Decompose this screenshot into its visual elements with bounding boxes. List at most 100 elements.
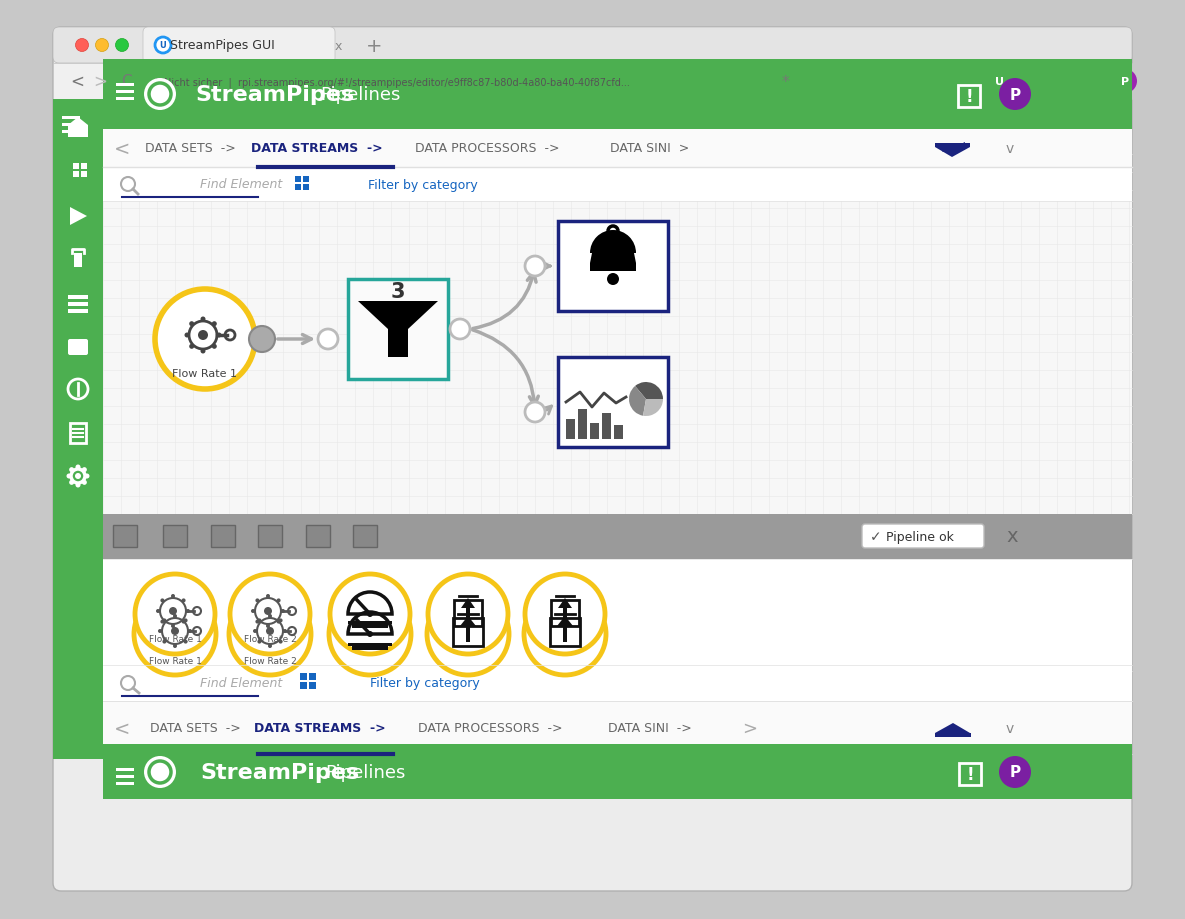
Bar xyxy=(103,701,1132,754)
Text: U: U xyxy=(995,77,1005,87)
Bar xyxy=(957,85,980,108)
Bar xyxy=(113,526,137,548)
Bar xyxy=(103,515,1132,560)
Bar xyxy=(211,526,235,548)
Bar xyxy=(73,172,79,177)
Bar xyxy=(935,733,971,737)
Ellipse shape xyxy=(155,289,255,390)
Circle shape xyxy=(254,630,257,633)
Circle shape xyxy=(198,331,209,341)
Bar xyxy=(116,84,134,87)
Circle shape xyxy=(181,620,186,624)
Text: i  Nicht sicher  |  rpi.streampipes.org/#!/streampipes/editor/e9ff8c87-b80d-4a80: i Nicht sicher | rpi.streampipes.org/#!/… xyxy=(155,78,630,88)
Text: Flow Rate 2: Flow Rate 2 xyxy=(244,635,296,644)
Bar xyxy=(68,296,88,300)
Bar xyxy=(103,130,1132,168)
Bar xyxy=(53,64,1132,100)
Ellipse shape xyxy=(428,574,508,654)
Text: P: P xyxy=(1010,87,1020,102)
Circle shape xyxy=(265,595,270,598)
Bar xyxy=(103,665,1132,701)
Circle shape xyxy=(988,70,1012,94)
Circle shape xyxy=(82,468,87,472)
Bar xyxy=(551,600,579,627)
Bar xyxy=(935,144,971,148)
Ellipse shape xyxy=(229,594,310,675)
Bar xyxy=(303,176,309,183)
Bar xyxy=(348,279,448,380)
Circle shape xyxy=(155,38,171,54)
Circle shape xyxy=(173,614,177,618)
Circle shape xyxy=(188,630,192,633)
Text: DATA SINI  >: DATA SINI > xyxy=(610,142,690,155)
Circle shape xyxy=(76,465,81,470)
Ellipse shape xyxy=(525,574,606,654)
Bar xyxy=(466,608,470,622)
Circle shape xyxy=(171,628,179,635)
Bar xyxy=(103,560,1132,759)
Ellipse shape xyxy=(230,574,310,654)
Polygon shape xyxy=(461,598,475,608)
Bar xyxy=(70,424,87,444)
Bar xyxy=(566,420,575,439)
Circle shape xyxy=(75,473,81,480)
Ellipse shape xyxy=(329,594,411,675)
Bar xyxy=(356,527,376,549)
Circle shape xyxy=(1090,72,1110,92)
Circle shape xyxy=(171,624,175,629)
Bar xyxy=(73,254,82,267)
Circle shape xyxy=(217,333,222,338)
Circle shape xyxy=(66,474,71,479)
Polygon shape xyxy=(358,301,438,357)
Polygon shape xyxy=(68,118,88,138)
Bar xyxy=(258,526,282,548)
Circle shape xyxy=(190,322,194,327)
Bar xyxy=(353,526,377,548)
Circle shape xyxy=(162,618,166,623)
Circle shape xyxy=(212,345,217,349)
Text: |: | xyxy=(1115,74,1121,93)
Circle shape xyxy=(82,481,87,485)
FancyBboxPatch shape xyxy=(860,524,985,550)
Text: x: x xyxy=(334,40,341,52)
Text: <: < xyxy=(70,73,84,91)
Circle shape xyxy=(831,73,848,91)
Ellipse shape xyxy=(329,574,410,654)
Bar xyxy=(103,560,1132,759)
Bar xyxy=(614,425,623,439)
Circle shape xyxy=(278,618,282,623)
FancyBboxPatch shape xyxy=(143,28,335,64)
Circle shape xyxy=(186,609,190,613)
Bar xyxy=(308,527,328,549)
Circle shape xyxy=(190,345,194,349)
Text: Pipeline ok: Pipeline ok xyxy=(898,530,966,543)
Text: Flow Rate 1: Flow Rate 1 xyxy=(148,656,201,664)
Bar xyxy=(103,140,1132,515)
Text: <: < xyxy=(114,140,130,158)
Bar xyxy=(103,744,1132,800)
Circle shape xyxy=(160,599,165,603)
Bar xyxy=(214,527,233,549)
Bar xyxy=(164,527,184,549)
Circle shape xyxy=(268,644,273,648)
Ellipse shape xyxy=(134,594,216,675)
Circle shape xyxy=(265,628,274,635)
Circle shape xyxy=(115,40,128,52)
FancyBboxPatch shape xyxy=(53,28,1132,64)
Circle shape xyxy=(278,640,282,644)
Circle shape xyxy=(856,73,875,91)
Circle shape xyxy=(76,40,89,52)
Circle shape xyxy=(1065,72,1085,92)
Circle shape xyxy=(999,756,1031,789)
Bar xyxy=(116,768,134,771)
Bar xyxy=(558,221,668,312)
Text: Find Element: Find Element xyxy=(200,676,282,690)
Circle shape xyxy=(256,599,260,603)
Text: 3: 3 xyxy=(391,282,405,301)
Bar xyxy=(62,130,81,134)
Bar xyxy=(295,185,301,191)
Text: P: P xyxy=(1010,765,1020,779)
Polygon shape xyxy=(590,236,636,272)
Text: DATA PROCESSORS  ->: DATA PROCESSORS -> xyxy=(418,721,562,734)
Bar xyxy=(348,643,392,646)
